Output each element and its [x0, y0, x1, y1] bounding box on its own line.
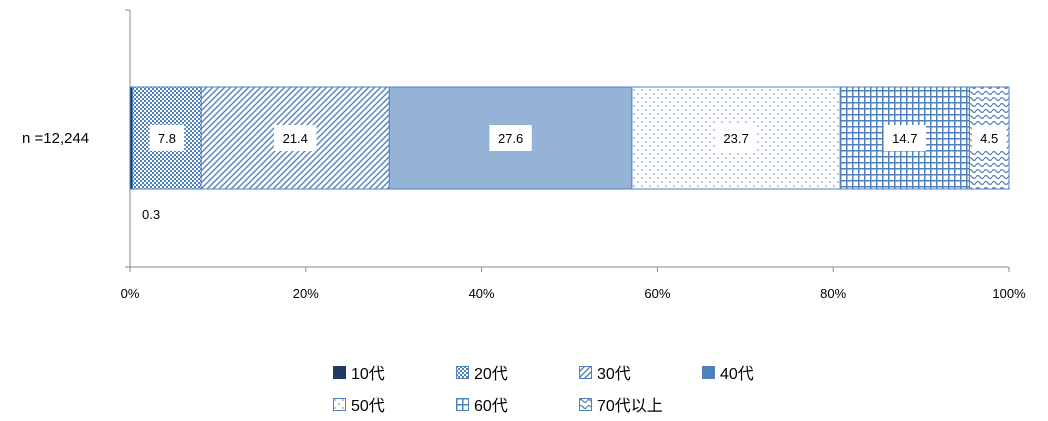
- category-label: n =12,244: [22, 130, 89, 147]
- data-label-50s: 23.7: [723, 131, 748, 146]
- x-tick-label: 40%: [469, 286, 495, 301]
- legend-swatch-icon: [333, 398, 346, 411]
- x-tick-labels: 0% 20% 40% 60% 80% 100%: [121, 267, 1026, 301]
- legend-item-60s: 60代: [456, 392, 579, 416]
- legend-item-20s: 20代: [456, 360, 579, 384]
- data-label-40s: 27.6: [498, 131, 523, 146]
- data-label-60s: 14.7: [892, 131, 917, 146]
- legend-swatch-icon: [702, 366, 715, 379]
- data-label-10s: 0.3: [142, 207, 160, 222]
- legend-item-70s-plus: 70代以上: [579, 392, 702, 416]
- data-label-30s: 21.4: [283, 131, 308, 146]
- legend-swatch-icon: [579, 398, 592, 411]
- legend-swatch-icon: [579, 366, 592, 379]
- data-label-70s-plus: 4.5: [980, 131, 998, 146]
- x-tick-label: 0%: [121, 286, 140, 301]
- bar-segments: [130, 87, 1009, 189]
- legend-label: 20代: [474, 360, 508, 384]
- legend-label: 40代: [720, 360, 754, 384]
- legend-item-40s: 40代: [702, 360, 825, 384]
- legend-swatch-icon: [456, 398, 469, 411]
- legend-label: 70代以上: [597, 392, 663, 416]
- legend-item-50s: 50代: [333, 392, 456, 416]
- legend-label: 30代: [597, 360, 631, 384]
- legend-label: 50代: [351, 392, 385, 416]
- legend-item-10s: 10代: [333, 360, 456, 384]
- x-tick-label: 80%: [820, 286, 846, 301]
- x-tick-label: 20%: [293, 286, 319, 301]
- x-tick-label: 60%: [644, 286, 670, 301]
- legend-label: 60代: [474, 392, 508, 416]
- x-tick-label: 100%: [992, 286, 1026, 301]
- legend-item-30s: 30代: [579, 360, 702, 384]
- data-label-20s: 7.8: [158, 131, 176, 146]
- legend-label: 10代: [351, 360, 385, 384]
- legend-swatch-icon: [456, 366, 469, 379]
- legend-swatch-icon: [333, 366, 346, 379]
